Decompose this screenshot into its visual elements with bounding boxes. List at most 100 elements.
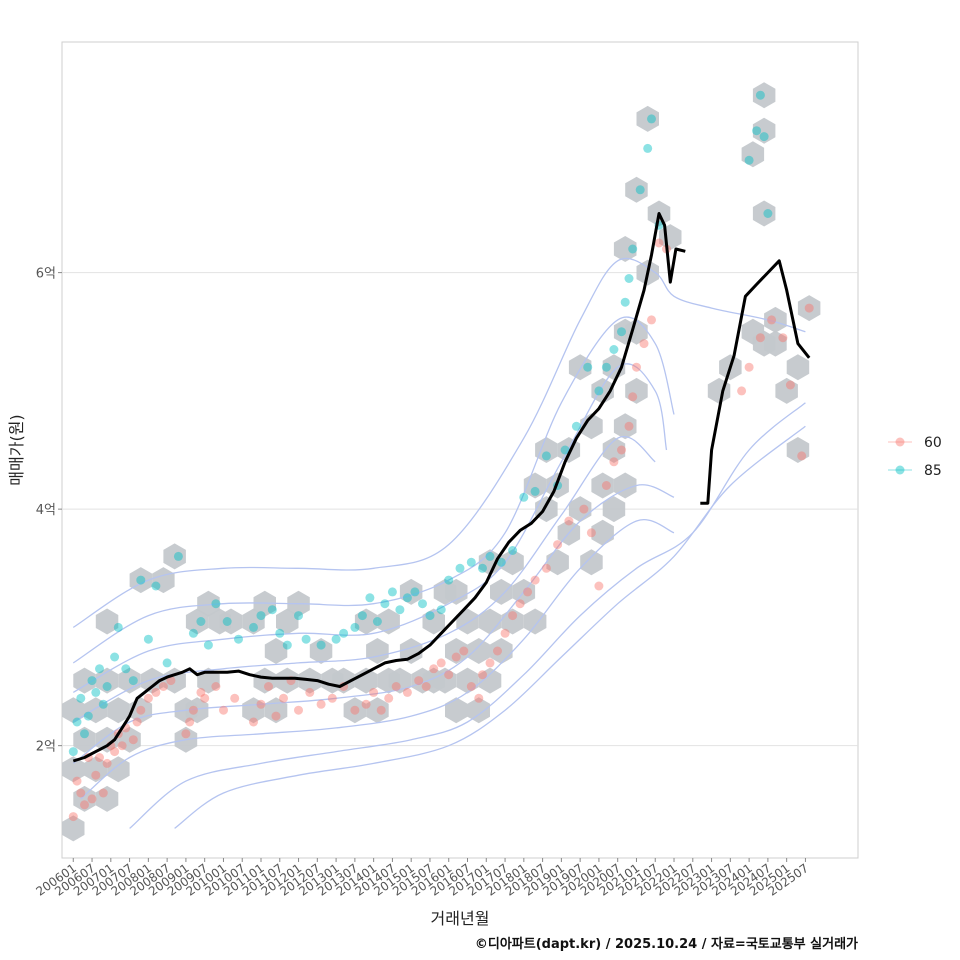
data-point-60 — [327, 693, 337, 703]
data-point-60 — [755, 333, 765, 343]
hexbin-cell — [501, 549, 524, 576]
hexbin-cell — [118, 667, 141, 694]
hexbin-cell — [309, 638, 333, 664]
hexbin-cell — [445, 578, 468, 605]
data-point-60 — [219, 705, 228, 715]
density-contour — [174, 425, 806, 829]
hexbin-cell — [140, 667, 164, 694]
data-point-60 — [601, 481, 611, 490]
data-point-85 — [128, 676, 138, 686]
legend-item-60: 60 — [888, 435, 942, 451]
data-point-85 — [267, 605, 277, 615]
data-point-60 — [466, 682, 476, 691]
data-point-85 — [102, 682, 112, 691]
data-point-60 — [541, 563, 551, 573]
data-point-60 — [181, 729, 191, 739]
hexbin-cell — [546, 549, 569, 576]
hexbin-cell — [62, 756, 85, 783]
data-point-85 — [339, 628, 349, 638]
data-point-85 — [222, 617, 232, 626]
data-point-85 — [466, 557, 476, 567]
data-point-85 — [316, 640, 326, 650]
data-point-85 — [331, 634, 341, 644]
data-point-60 — [744, 362, 754, 372]
data-point-60 — [188, 705, 198, 715]
data-point-60 — [647, 315, 656, 325]
data-point-85 — [478, 563, 487, 573]
data-point-60 — [508, 611, 518, 621]
data-point-85 — [188, 628, 198, 638]
data-point-85 — [425, 611, 435, 621]
data-point-60 — [117, 741, 127, 751]
hexbin-cell — [163, 543, 186, 570]
data-point-60 — [451, 652, 461, 662]
hexbin-cell — [219, 608, 243, 635]
data-point-85 — [110, 652, 120, 662]
data-point-85 — [628, 244, 638, 254]
hexbin-cell — [752, 82, 776, 109]
data-point-85 — [755, 90, 765, 100]
data-point-60 — [305, 687, 315, 697]
density-contour — [72, 363, 668, 693]
y-tick-label: 4억 — [36, 503, 56, 518]
density-contours — [72, 257, 806, 829]
source-caption: ©디아파트(dapt.kr) / 2025.10.24 / 자료=국토교통부 실… — [475, 936, 858, 952]
y-axis-title: 매매가(원) — [7, 414, 26, 485]
hexbin-cell — [366, 697, 389, 724]
hexbin-cell — [625, 377, 648, 404]
hexbin-cell — [95, 785, 119, 812]
data-point-85 — [136, 575, 146, 585]
x-axis-ticks: 2006012006072007012007072008012008072009… — [33, 858, 811, 899]
hexbin-cell — [602, 437, 626, 463]
data-point-60 — [767, 315, 777, 325]
data-point-85 — [387, 587, 397, 597]
data-point-85 — [87, 676, 97, 686]
hexbin-cell — [264, 638, 288, 664]
trend-line — [72, 212, 811, 763]
data-point-60 — [804, 303, 814, 313]
hexbin-cell — [752, 200, 776, 227]
data-point-60 — [361, 699, 371, 709]
hexbin-cell — [775, 377, 798, 404]
hexbin-cell — [399, 638, 423, 664]
hexbin-cell — [501, 608, 524, 635]
data-point-60 — [158, 682, 168, 691]
hexbin-cell — [276, 608, 299, 635]
hexbin-cell — [786, 354, 810, 381]
data-point-60 — [785, 380, 795, 390]
hexbin-cell — [741, 141, 765, 168]
data-point-60 — [143, 693, 153, 703]
hexbin-cell — [613, 413, 637, 440]
hexbin-cell — [354, 608, 378, 635]
data-point-60 — [151, 687, 161, 697]
data-point-60 — [459, 646, 469, 656]
data-point-60 — [474, 693, 484, 703]
data-point-60 — [500, 628, 510, 638]
data-point-85 — [372, 617, 382, 626]
data-point-60 — [632, 362, 641, 372]
data-point-60 — [128, 735, 138, 745]
data-point-60 — [91, 770, 101, 780]
data-point-60 — [436, 658, 446, 668]
data-point-85 — [418, 599, 427, 609]
x-axis-title: 거래년월 — [431, 909, 490, 928]
data-point-85 — [583, 362, 593, 372]
data-point-60 — [617, 445, 626, 455]
data-point-60 — [737, 386, 747, 396]
data-point-60 — [628, 392, 638, 402]
hexbin-cell — [478, 667, 502, 694]
data-point-85 — [609, 345, 619, 354]
data-point-60 — [639, 339, 649, 349]
data-point-85 — [395, 605, 405, 615]
hexbin-cell — [535, 437, 558, 463]
data-point-85 — [759, 132, 769, 142]
data-point-85 — [365, 593, 375, 603]
hexbin-cell — [343, 697, 367, 724]
hexbin-cell — [478, 549, 502, 576]
data-point-60 — [350, 705, 360, 715]
hexbin-cell — [580, 413, 603, 440]
data-point-85 — [211, 599, 221, 609]
data-point-60 — [493, 646, 502, 656]
data-point-85 — [541, 451, 551, 461]
